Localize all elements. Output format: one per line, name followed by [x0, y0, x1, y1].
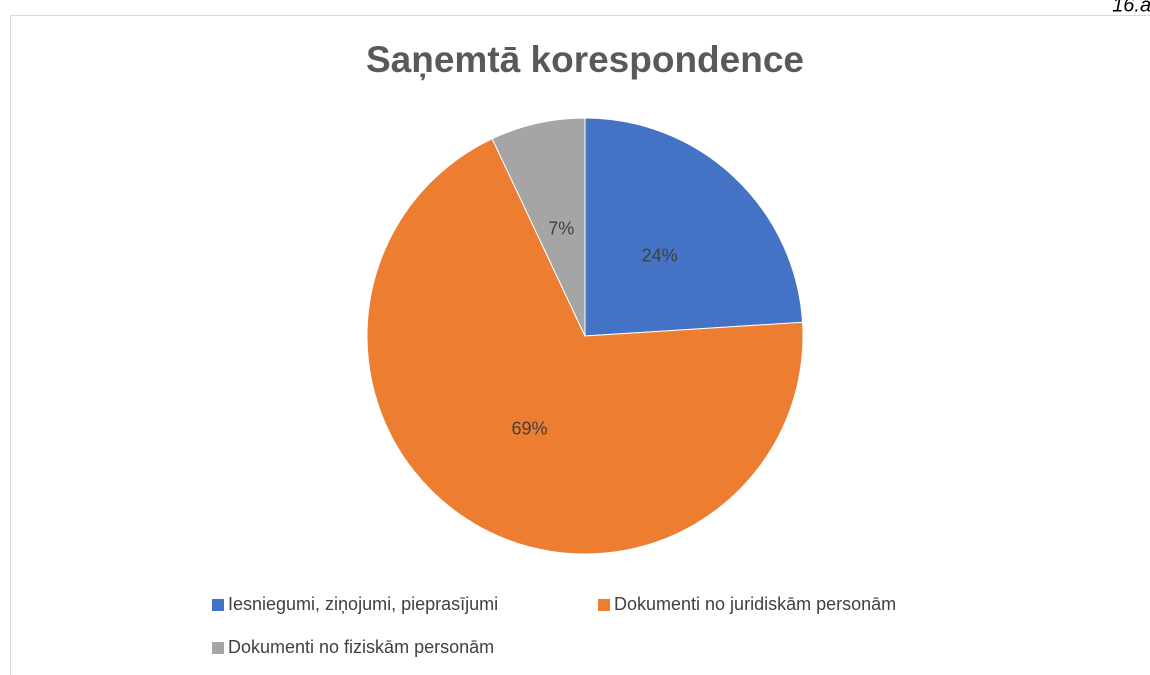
- legend-label: Iesniegumi, ziņojumi, pieprasījumi: [228, 594, 498, 614]
- pie-slice: [366, 138, 804, 555]
- legend-label: Dokumenti no juridiskām personām: [614, 594, 896, 614]
- data-label: 69%: [511, 419, 547, 439]
- pie-slice: [584, 117, 804, 337]
- pie-slice: [491, 117, 586, 337]
- legend-swatch: [212, 642, 224, 654]
- data-label: 7%: [548, 218, 574, 238]
- chart-title: Saņemtā korespondence: [366, 39, 804, 81]
- legend-swatch: [598, 599, 610, 611]
- legend-swatch: [212, 599, 224, 611]
- data-label: 24%: [642, 245, 678, 265]
- annotation: 16.attēls: [1112, 0, 1150, 16]
- legend-label: Dokumenti no fiziskām personām: [228, 637, 494, 657]
